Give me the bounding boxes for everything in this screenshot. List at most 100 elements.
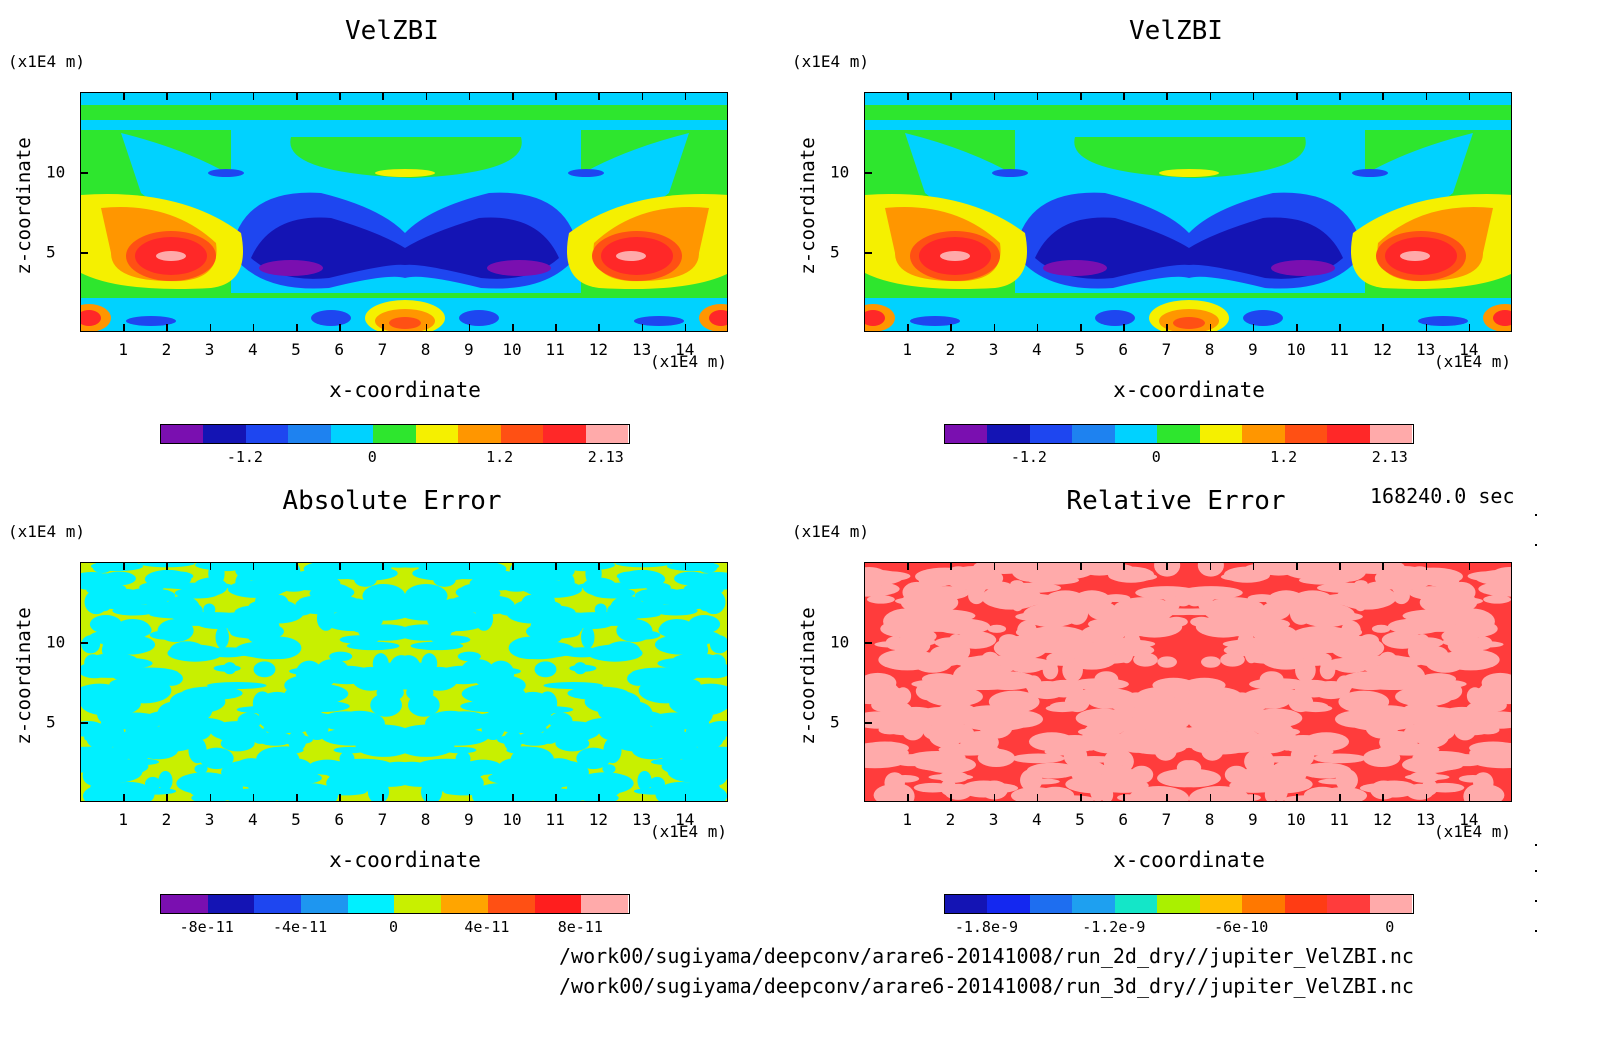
x-tick — [123, 324, 125, 332]
x-tick — [1425, 92, 1428, 100]
x-tick-label: 1 — [118, 340, 129, 359]
field-region — [1352, 169, 1388, 177]
x-tick — [1036, 324, 1039, 332]
field-region — [1283, 795, 1324, 801]
field-region — [194, 764, 208, 774]
field-region — [1173, 317, 1205, 329]
field-region — [1303, 732, 1350, 752]
colorbar-label: -1.2 — [1010, 448, 1047, 466]
field-region — [1126, 615, 1183, 638]
field-region — [1035, 217, 1343, 279]
x-tick — [339, 562, 341, 570]
field-region — [427, 611, 487, 632]
colorbar-swatch — [1242, 425, 1285, 443]
x-tick — [512, 562, 514, 570]
x-tick-label: 4 — [1031, 340, 1042, 359]
x-tick — [468, 324, 471, 332]
field-region — [705, 765, 727, 786]
colorbar-swatch — [1369, 425, 1412, 443]
field-region — [646, 582, 671, 592]
y-axis-label: z-coordinate — [797, 607, 819, 745]
x-unit-label: (x1E4 m) — [1434, 822, 1512, 841]
colorbar-label: 1.2 — [486, 448, 514, 466]
x-tick — [1209, 92, 1212, 100]
field-region — [1054, 795, 1095, 801]
field-region — [1242, 687, 1306, 706]
field-region — [90, 563, 144, 572]
file-path-2d: /work00/sugiyama/deepconv/arare6-2014100… — [559, 944, 1414, 968]
field-region — [631, 740, 673, 760]
colorbar-swatch — [1072, 425, 1115, 443]
colorbar — [160, 894, 630, 914]
colorbar-swatch — [1284, 895, 1328, 913]
colorbar-label: -8e-11 — [179, 918, 234, 936]
x-unit-label: (x1E4 m) — [1434, 352, 1512, 371]
field-region — [229, 582, 247, 594]
field-region — [271, 595, 289, 612]
field-region — [1292, 590, 1333, 610]
x-tick-label: 9 — [1247, 810, 1258, 829]
x-tick — [641, 562, 644, 570]
field-region — [563, 582, 581, 594]
field-region — [1025, 628, 1069, 649]
y-tick-label: 10 — [830, 162, 850, 182]
field-region — [1237, 631, 1255, 655]
x-tick-label: 2 — [161, 340, 172, 359]
colorbar-swatch — [543, 425, 586, 443]
field-region — [1028, 732, 1075, 752]
field-region — [1473, 636, 1493, 650]
field-region — [1063, 744, 1088, 768]
x-tick-label: 5 — [291, 340, 301, 359]
y-axis-label: z-coordinate — [13, 607, 35, 745]
time-label: 168240.0 sec — [1370, 484, 1515, 508]
colorbar-label: -1.8e-9 — [954, 918, 1019, 936]
field-region — [334, 710, 385, 737]
field-region — [1198, 595, 1214, 612]
field-region — [508, 699, 557, 709]
field-region — [1463, 783, 1493, 801]
field-region — [158, 770, 173, 791]
colorbar-swatch — [1199, 425, 1243, 443]
x-tick-label: 4 — [1031, 810, 1042, 829]
field-region — [81, 746, 129, 767]
field-region — [1414, 634, 1430, 650]
field-region — [1319, 661, 1336, 680]
x-tick — [950, 92, 952, 100]
field-region — [303, 563, 366, 578]
x-tick-label: 9 — [463, 340, 474, 359]
colorbar-swatch — [458, 425, 501, 443]
x-tick — [252, 92, 255, 100]
field-region — [479, 675, 526, 696]
panel-velzbi-3d: VelZBI (x1E4 m) (x1E4 m) z-coordinate x-coor… — [784, 0, 1564, 470]
x-tick-label: 3 — [204, 810, 215, 829]
field-region — [1070, 756, 1119, 763]
field-region — [866, 595, 895, 604]
field-region — [332, 758, 393, 773]
colorbar-label: -1.2e-9 — [1082, 918, 1146, 936]
contour-plot — [80, 92, 728, 332]
y-tick-label: 5 — [46, 712, 56, 732]
colorbar-swatch — [1029, 425, 1073, 443]
panel-title: VelZBI — [345, 16, 439, 46]
field-region — [638, 726, 670, 743]
x-tick-label: 8 — [420, 810, 431, 829]
x-tick-label: 10 — [502, 340, 522, 359]
field-region — [97, 703, 121, 725]
x-tick — [123, 794, 125, 802]
x-tick-label: 6 — [334, 810, 345, 829]
field-region — [253, 699, 302, 709]
x-tick — [598, 92, 600, 100]
colorbar-swatch — [987, 425, 1030, 443]
field-region — [684, 784, 703, 801]
field-region — [1330, 644, 1384, 653]
x-tick — [993, 324, 996, 332]
x-tick — [641, 324, 644, 332]
x-tick-label: 9 — [463, 810, 474, 829]
field-region — [948, 634, 964, 650]
field-region — [275, 758, 313, 780]
field-region — [865, 566, 889, 588]
y-tick-label: 5 — [830, 242, 840, 262]
field-region — [1027, 680, 1067, 700]
contour-plot — [864, 562, 1512, 802]
x-tick-label: 12 — [1372, 340, 1393, 359]
